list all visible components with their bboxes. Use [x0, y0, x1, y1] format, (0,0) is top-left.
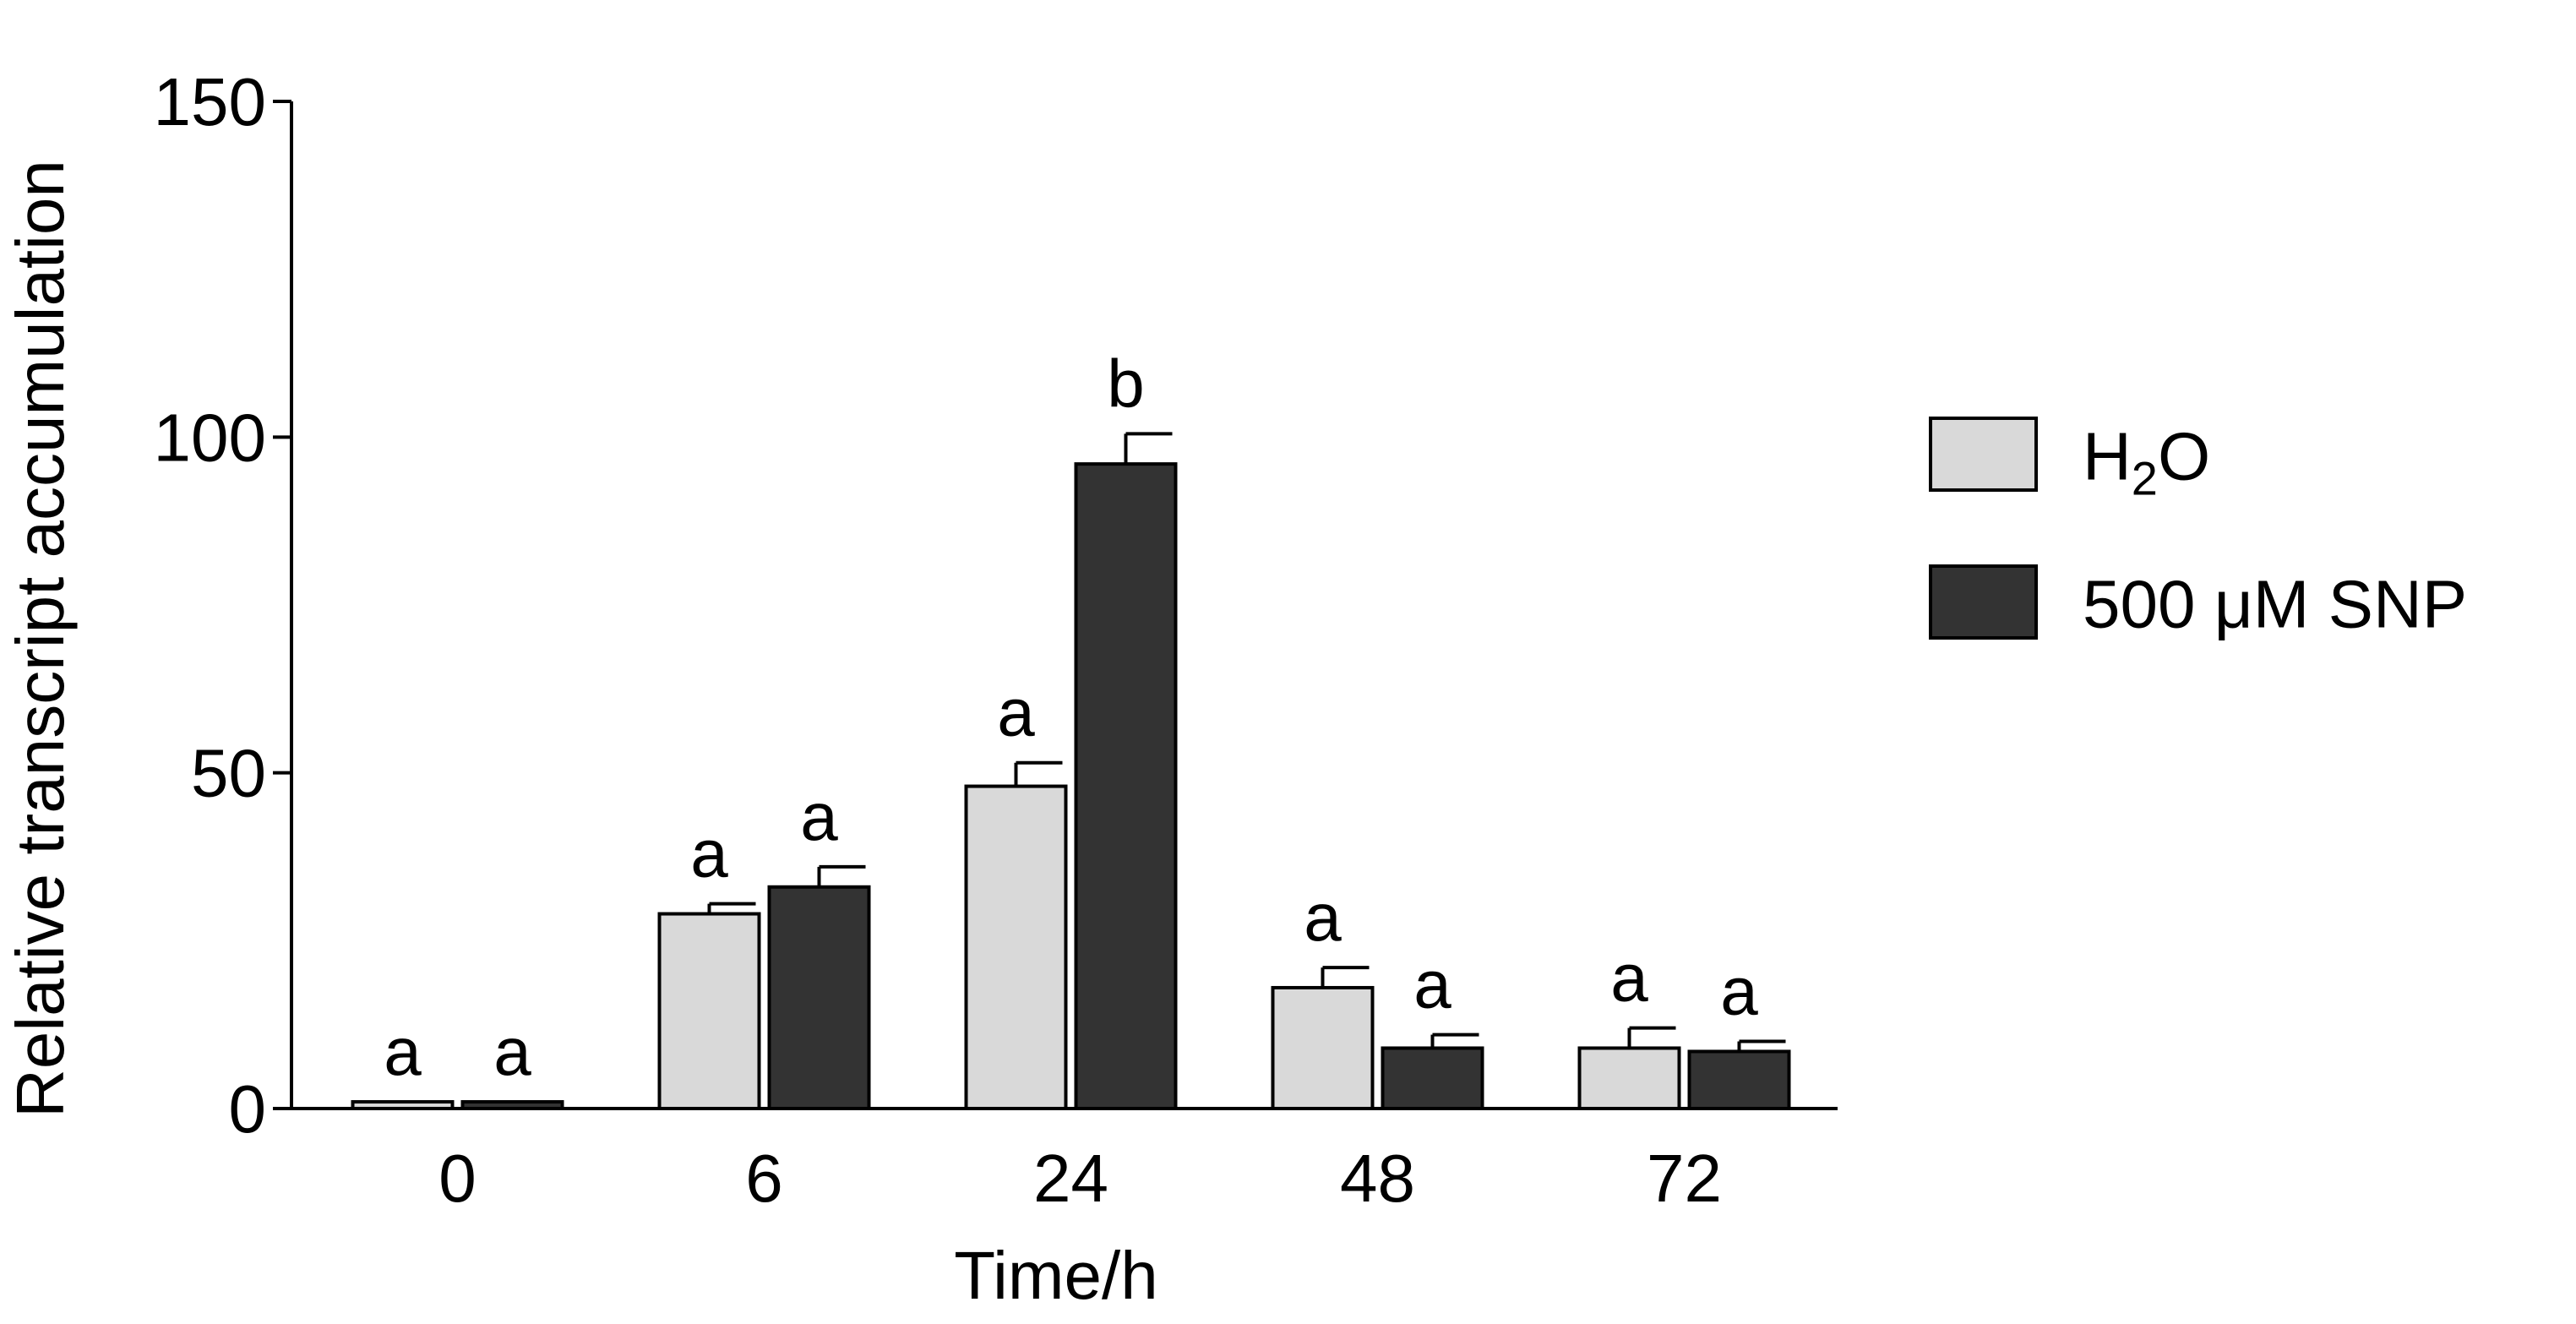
significance-label: a	[493, 1014, 531, 1089]
significance-label: a	[384, 1014, 422, 1089]
x-tick-label: 24	[1033, 1141, 1108, 1216]
y-tick-label: 150	[154, 64, 266, 139]
legend: H2O 500 μM SNP	[1929, 417, 2467, 642]
y-tick-label: 100	[154, 400, 266, 475]
significance-label: b	[1107, 346, 1145, 421]
legend-swatch	[1929, 564, 2038, 640]
x-axis-label: Time/h	[954, 1238, 1158, 1313]
x-ticks: 0 6 24 48 72	[438, 1141, 1722, 1216]
legend-swatch	[1929, 417, 2038, 492]
legend-item: 500 μM SNP	[1929, 564, 2467, 642]
significance-label: a	[1720, 954, 1758, 1029]
bar	[1687, 1049, 1791, 1111]
bar	[1381, 1046, 1484, 1110]
y-tick-label: 50	[191, 736, 266, 811]
y-ticks: 0 50 100 150	[154, 64, 291, 1147]
y-tick-label: 0	[229, 1071, 267, 1147]
significance-label: a	[800, 779, 838, 854]
error-bars	[707, 432, 1786, 1052]
x-tick-label: 6	[745, 1141, 783, 1216]
bars	[351, 462, 1791, 1111]
legend-label: 500 μM SNP	[2083, 567, 2467, 642]
significance-label: a	[1610, 940, 1648, 1016]
significance-label: a	[1304, 880, 1342, 955]
legend-label: H2O	[2083, 419, 2210, 505]
x-tick-label: 0	[438, 1141, 477, 1216]
bar	[351, 1100, 455, 1111]
x-tick-label: 72	[1647, 1141, 1722, 1216]
bar	[964, 784, 1068, 1110]
bar	[1577, 1046, 1681, 1110]
significance-label: a	[1413, 947, 1451, 1022]
bar	[1271, 985, 1375, 1110]
bar	[657, 912, 761, 1110]
significance-label: a	[690, 816, 728, 891]
bar	[460, 1100, 564, 1111]
legend-item: H2O	[1929, 417, 2210, 505]
y-axis-label: Relative transcript accumulation	[3, 160, 78, 1118]
bar	[767, 885, 871, 1110]
bar	[1074, 462, 1178, 1110]
x-tick-label: 48	[1340, 1141, 1415, 1216]
significance-label: a	[997, 675, 1035, 750]
